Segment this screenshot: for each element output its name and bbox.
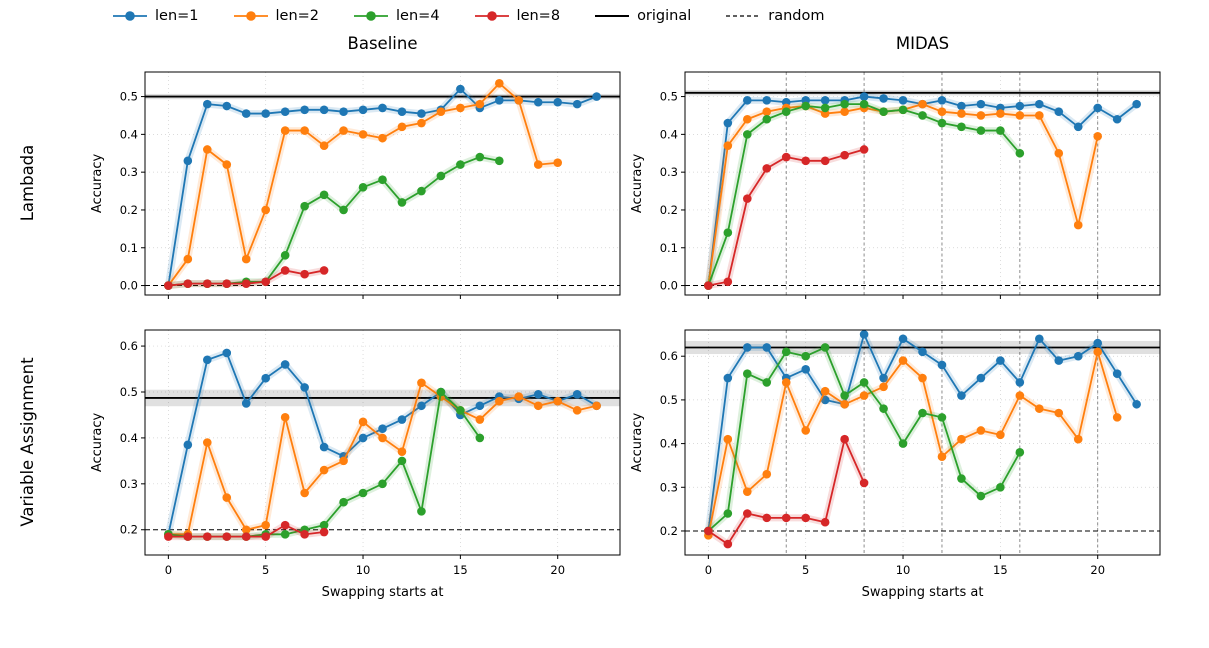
- legend-item-random: random: [725, 8, 825, 24]
- row-label-lambada: Lambada: [18, 144, 37, 222]
- legend-marker-len-8-icon: [474, 11, 509, 21]
- svg-text:0: 0: [705, 563, 712, 577]
- svg-text:0.5: 0.5: [120, 385, 138, 399]
- svg-text:Accuracy: Accuracy: [630, 154, 645, 214]
- svg-text:10: 10: [896, 563, 911, 577]
- svg-text:20: 20: [550, 563, 565, 577]
- svg-text:0.3: 0.3: [660, 165, 678, 179]
- svg-text:5: 5: [262, 563, 269, 577]
- svg-text:0.4: 0.4: [660, 437, 678, 451]
- legend-label-random: random: [768, 8, 825, 24]
- svg-text:0.4: 0.4: [660, 127, 678, 141]
- row-label-variable-assignment: Variable Assignment: [18, 357, 37, 527]
- svg-text:0.5: 0.5: [660, 90, 678, 104]
- legend-marker-len-4-icon: [354, 11, 389, 21]
- legend-label-len-2: len=2: [275, 8, 320, 24]
- svg-text:0.3: 0.3: [120, 165, 138, 179]
- legend: len=1 len=2 len=4 len=8 original random: [112, 8, 825, 24]
- legend-item-len-2: len=2: [233, 8, 320, 24]
- svg-text:15: 15: [993, 563, 1008, 577]
- column-title-baseline: Baseline: [347, 34, 418, 53]
- svg-text:5: 5: [802, 563, 809, 577]
- legend-label-len-8: len=8: [516, 8, 561, 24]
- svg-text:0.3: 0.3: [120, 477, 138, 491]
- chart-lambada-midas: 0.0 0.1 0.2 0.3 0.4 0.5 Accuracy: [630, 71, 1161, 299]
- svg-text:15: 15: [453, 563, 468, 577]
- svg-text:0.0: 0.0: [120, 279, 138, 293]
- svg-text:0.1: 0.1: [660, 241, 678, 255]
- legend-marker-random-line-icon: [726, 15, 761, 17]
- svg-text:0.2: 0.2: [660, 203, 678, 217]
- legend-item-len-4: len=4: [353, 8, 440, 24]
- svg-text:10: 10: [356, 563, 371, 577]
- legend-marker-len-2-icon: [233, 11, 268, 21]
- legend-label-len-1: len=1: [155, 8, 199, 24]
- svg-text:0.4: 0.4: [120, 127, 138, 141]
- svg-text:0.2: 0.2: [120, 523, 138, 537]
- svg-text:0.4: 0.4: [120, 431, 138, 445]
- svg-text:0.3: 0.3: [660, 480, 678, 494]
- legend-item-original: original: [594, 8, 691, 24]
- svg-text:0.6: 0.6: [120, 339, 138, 353]
- svg-text:Swapping starts at: Swapping starts at: [322, 585, 444, 600]
- svg-text:0.1: 0.1: [120, 241, 138, 255]
- legend-item-len-8: len=8: [474, 8, 561, 24]
- svg-text:Accuracy: Accuracy: [90, 413, 105, 473]
- svg-text:Accuracy: Accuracy: [90, 154, 105, 214]
- svg-text:0.0: 0.0: [660, 279, 678, 293]
- legend-item-len-1: len=1: [112, 8, 199, 24]
- legend-label-original: original: [637, 8, 692, 24]
- column-title-midas: MIDAS: [895, 34, 950, 53]
- svg-text:0.6: 0.6: [660, 349, 678, 363]
- svg-text:Swapping starts at: Swapping starts at: [862, 585, 984, 600]
- svg-text:0.5: 0.5: [660, 393, 678, 407]
- chart-variable-assignment-baseline: 0 5 10 15 20 0.2 0.3 0.4 0.5 0.6 Swapping starts a…: [90, 329, 621, 600]
- chart-variable-assignment-midas: 0 5 10 15 20 0.2 0.3 0.4 0.5 0.6 Swapping starts a…: [630, 329, 1161, 600]
- svg-text:0.5: 0.5: [120, 90, 138, 104]
- legend-marker-original-line-icon: [595, 15, 630, 17]
- chart-lambada-baseline: 0.0 0.1 0.2 0.3 0.4 0.5 Accuracy: [90, 71, 621, 299]
- legend-marker-len-1-icon: [113, 11, 147, 21]
- legend-label-len-4: len=4: [396, 8, 440, 24]
- svg-text:Accuracy: Accuracy: [630, 413, 645, 473]
- svg-text:0.2: 0.2: [120, 203, 138, 217]
- svg-text:0.2: 0.2: [660, 524, 678, 538]
- svg-text:0: 0: [165, 563, 172, 577]
- svg-text:20: 20: [1090, 563, 1105, 577]
